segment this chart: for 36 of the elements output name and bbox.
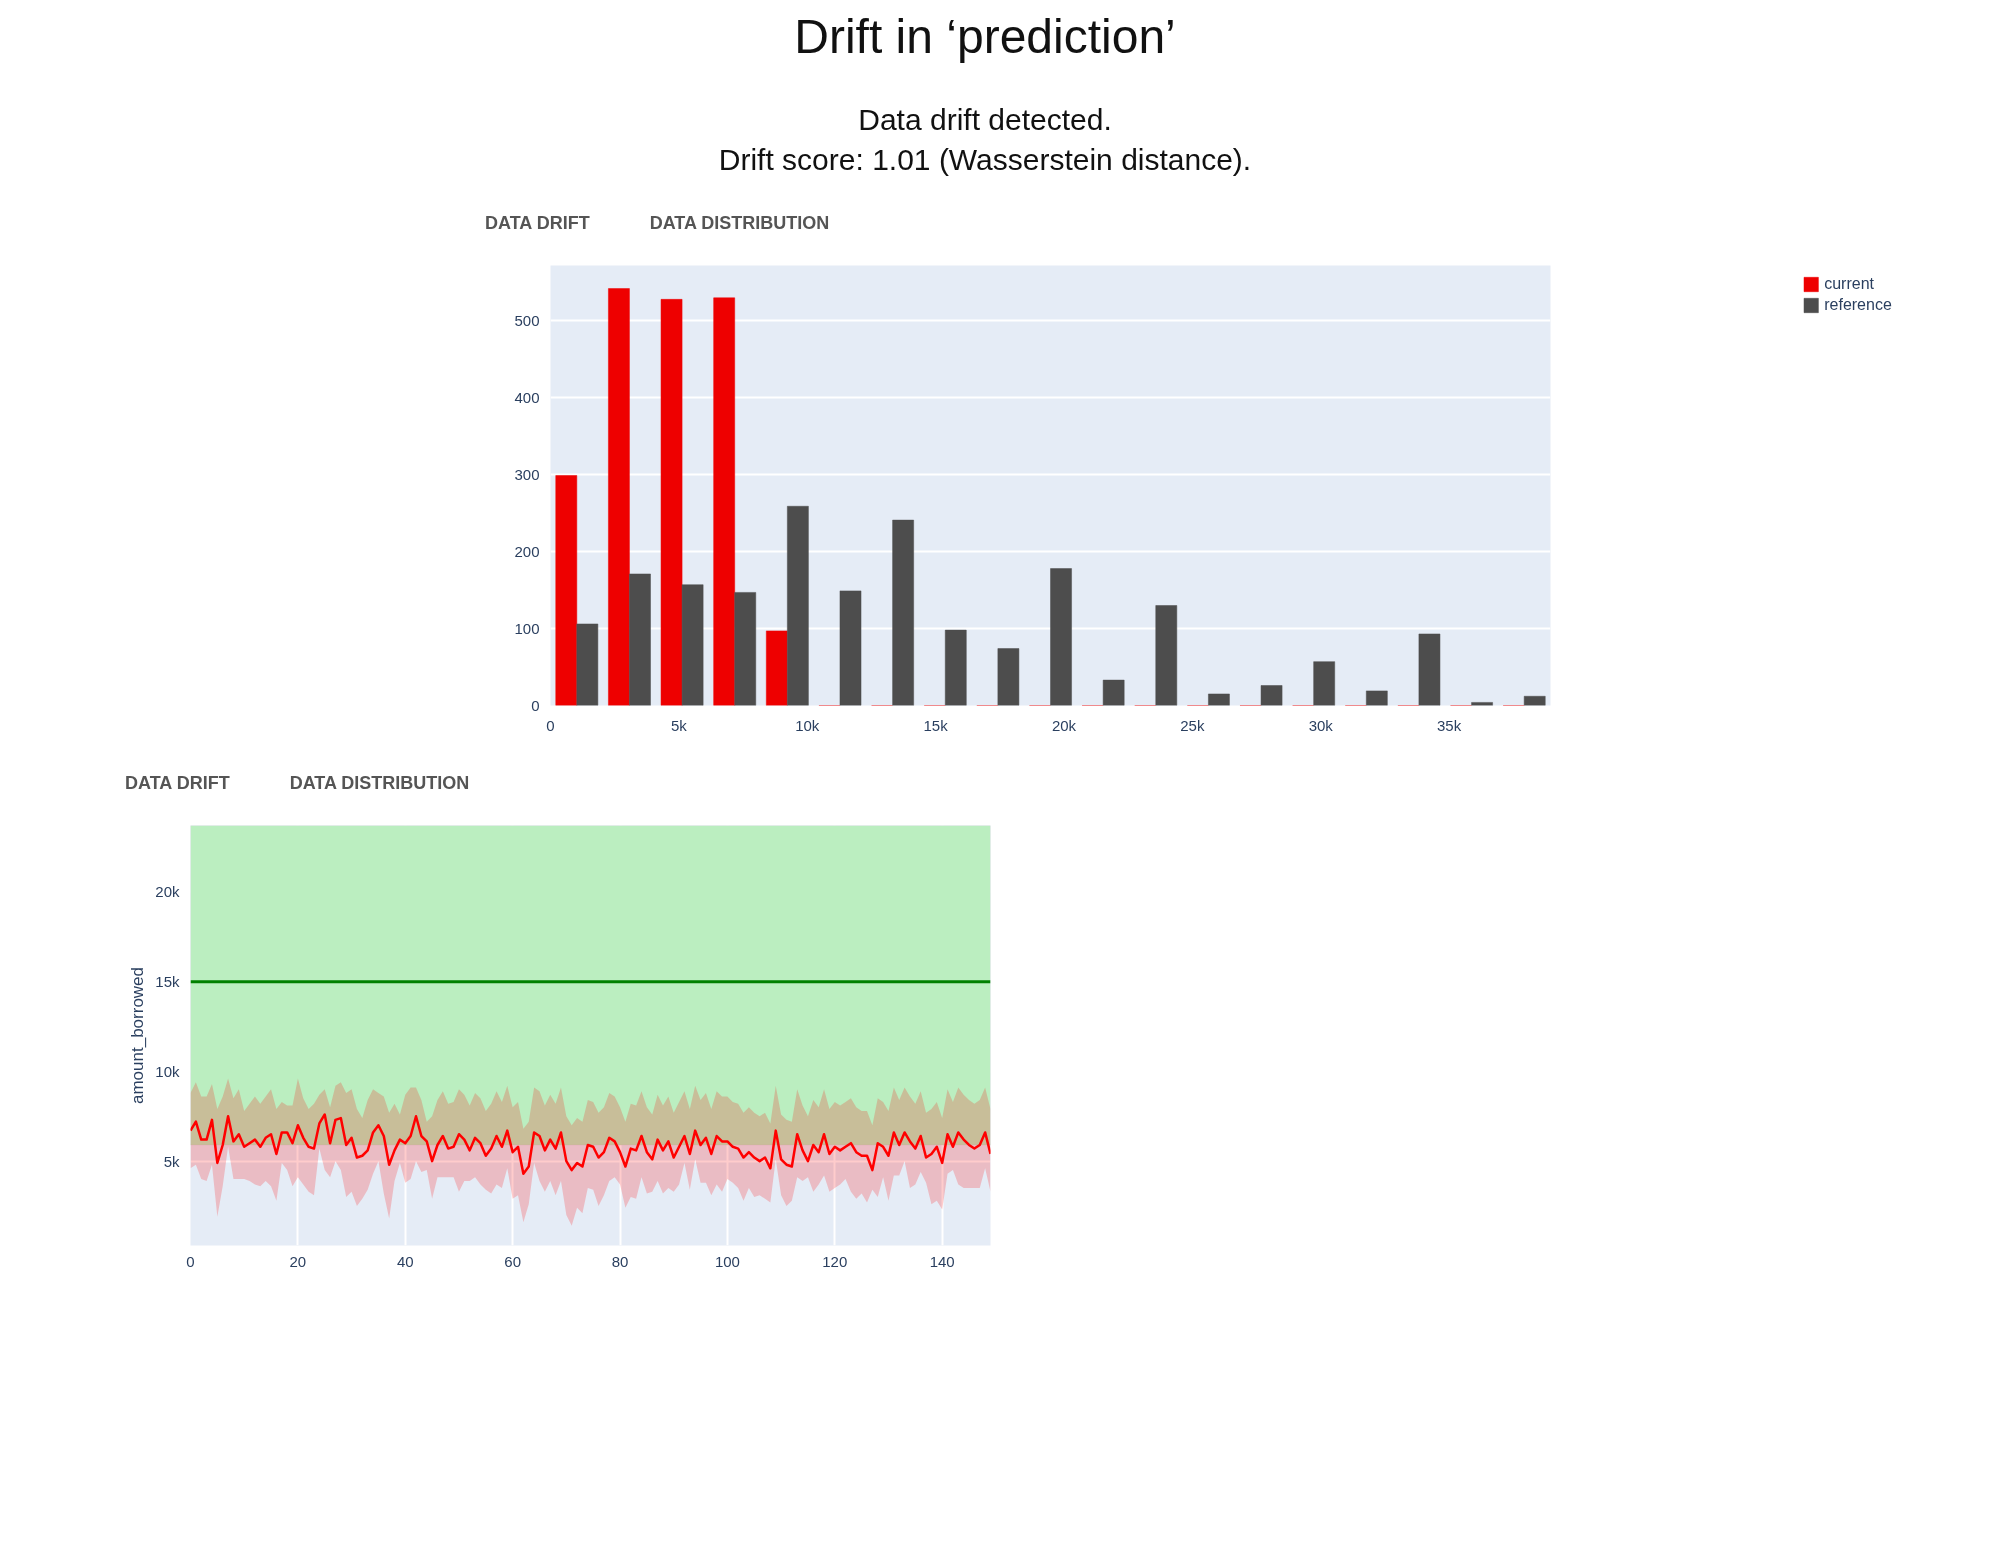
x-tick-label: 0 xyxy=(546,716,555,734)
x-tick-label: 25k xyxy=(1180,716,1205,734)
text: DATA DRIFT xyxy=(125,772,230,796)
y-tick-label: 10k xyxy=(155,1063,180,1081)
y-tick-label: 15k xyxy=(155,973,180,991)
y-tick-label: 500 xyxy=(514,311,540,329)
y-tick-label: 0 xyxy=(531,696,540,714)
x-tick-label: 100 xyxy=(714,1252,740,1270)
x-tick-label: 5k xyxy=(670,716,688,734)
line-series xyxy=(190,1113,991,1176)
text: DATA DRIFT xyxy=(485,211,590,235)
x-tick-label: 35k xyxy=(1437,716,1462,734)
y-tick-label: 100 xyxy=(514,619,540,637)
x-tick-label: 40 xyxy=(396,1252,414,1270)
y-tick-label: 20k xyxy=(155,883,180,901)
legend-label: current xyxy=(1824,275,1874,294)
x-tick-label: 30k xyxy=(1308,716,1334,734)
y-tick-label: 200 xyxy=(514,542,540,560)
x-tick-label: 120 xyxy=(822,1252,848,1270)
x-tick-label: 60 xyxy=(504,1252,521,1270)
x-tick-label: 140 xyxy=(929,1252,955,1270)
legend-label: reference xyxy=(1824,296,1892,315)
x-tick-label: 15k xyxy=(923,716,949,734)
y-tick-label: 5k xyxy=(163,1153,180,1171)
y-axis-title: amount_borrowed xyxy=(128,967,148,1105)
x-tick-label: 80 xyxy=(611,1252,629,1270)
x-tick-label: 20k xyxy=(1051,716,1077,734)
x-tick-label: 0 xyxy=(186,1252,195,1270)
y-tick-label: 300 xyxy=(514,465,540,483)
text: DATA DISTRIBUTION xyxy=(289,772,470,796)
chart-subtitle: Data drift detected. Drift score: 1.01 (Wasserstein distance). xyxy=(718,101,1252,179)
y-tick-label: 400 xyxy=(514,388,540,406)
x-tick-label: 10k xyxy=(795,716,820,734)
text: DATA DISTRIBUTION xyxy=(649,211,830,235)
chart-title: Drift in ‘prediction’ xyxy=(794,9,1176,65)
x-tick-label: 20 xyxy=(289,1252,307,1270)
